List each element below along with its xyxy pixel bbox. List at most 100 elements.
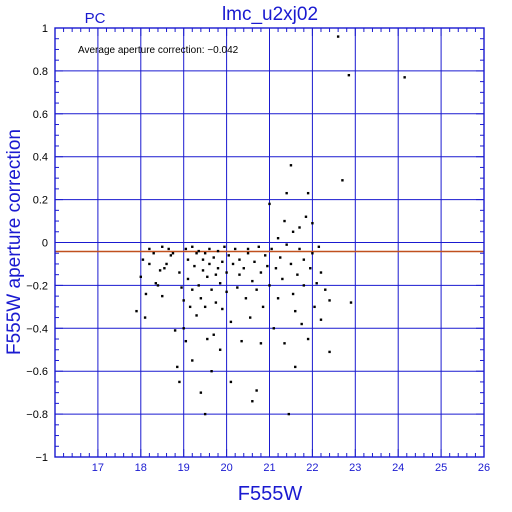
y-tick-label: −1 [35, 452, 48, 464]
data-point [178, 271, 181, 274]
data-point [300, 322, 303, 326]
data-point [248, 316, 252, 319]
y-tick-labels: −1 −0.8 −0.6 −0.4 −0.2 0 0.2 0.4 0.6 0.8 1 [26, 23, 48, 464]
data-point [304, 215, 308, 218]
data-point [246, 247, 250, 251]
data-point [251, 279, 254, 283]
data-point [173, 329, 177, 332]
data-point [236, 286, 239, 289]
data-point [289, 164, 293, 167]
data-point [152, 252, 155, 255]
y-tick-label: 0.2 [33, 195, 48, 207]
data-point [221, 260, 224, 264]
data-point [311, 221, 314, 225]
data-point [302, 258, 306, 261]
x-tick-label: 26 [478, 462, 490, 474]
data-point [319, 318, 323, 321]
data-point [264, 254, 267, 257]
data-point [210, 288, 213, 291]
data-point [257, 245, 260, 248]
data-point [253, 260, 256, 264]
data-point [180, 286, 183, 289]
data-point [302, 284, 306, 287]
data-point [349, 301, 353, 304]
data-point [208, 247, 211, 251]
data-point [274, 267, 278, 270]
average-annotation: Average aperture correction: −0.042 [78, 45, 239, 56]
data-point [291, 292, 295, 296]
x-tick-label: 24 [392, 462, 404, 474]
data-point [229, 380, 233, 384]
data-point [319, 271, 323, 274]
data-point [287, 412, 291, 416]
y-axis-label: F555W aperture correction [4, 129, 25, 355]
data-point [195, 314, 198, 317]
data-point [144, 292, 148, 296]
data-point [214, 273, 218, 276]
data-point [289, 262, 293, 266]
data-point [291, 230, 295, 233]
data-point [197, 284, 200, 287]
data-point [403, 76, 406, 79]
data-point [317, 245, 321, 248]
data-point [158, 269, 162, 272]
data-point [167, 247, 170, 251]
y-tick-label: 0.6 [33, 109, 48, 121]
data-point [276, 297, 280, 300]
data-point [328, 299, 331, 302]
data-point [156, 284, 160, 287]
data-point [306, 191, 310, 195]
data-point [141, 258, 145, 261]
chart-subtitle: PC [85, 10, 106, 27]
data-point [294, 309, 297, 313]
x-tick-label: 20 [220, 462, 232, 474]
data-point [161, 294, 164, 298]
x-tick-label: 21 [263, 462, 275, 474]
data-points [135, 35, 406, 416]
data-point [206, 337, 209, 341]
data-point [197, 249, 200, 253]
data-point [212, 256, 215, 259]
data-point [240, 339, 243, 343]
data-point [276, 237, 280, 240]
data-point [270, 247, 273, 251]
data-point [199, 391, 203, 394]
y-tick-label: 0.4 [33, 152, 48, 164]
data-point [201, 258, 205, 261]
data-point [182, 327, 185, 330]
data-point [203, 305, 207, 309]
data-point [218, 348, 222, 351]
y-tick-label: −0.8 [26, 409, 48, 421]
data-point [246, 252, 250, 255]
x-tick-label: 25 [435, 462, 447, 474]
data-point [195, 252, 198, 255]
data-point [210, 370, 213, 373]
grid-lines [54, 27, 485, 458]
data-point [336, 35, 340, 38]
data-point [281, 277, 284, 281]
data-point [244, 297, 248, 300]
data-point [216, 267, 220, 270]
data-point [191, 288, 194, 291]
data-point [178, 380, 181, 384]
data-point [283, 219, 286, 223]
data-point [328, 350, 331, 354]
data-point [135, 309, 138, 313]
data-point [231, 262, 235, 266]
data-point [238, 258, 241, 261]
x-tick-labels: 17 18 19 20 21 22 23 24 25 26 [92, 462, 490, 474]
x-tick-label: 23 [349, 462, 361, 474]
chart-title: lmc_u2xj02 [222, 4, 318, 25]
y-tick-label: −0.2 [26, 280, 48, 292]
data-point [143, 316, 147, 319]
data-point [203, 412, 207, 416]
data-point [298, 247, 301, 251]
data-point [324, 288, 327, 291]
data-point [242, 267, 245, 270]
data-point [148, 262, 151, 266]
data-point [188, 305, 192, 309]
data-point [208, 262, 211, 266]
data-point [306, 337, 310, 341]
y-tick-label: 0.8 [33, 66, 48, 78]
data-point [191, 245, 194, 248]
